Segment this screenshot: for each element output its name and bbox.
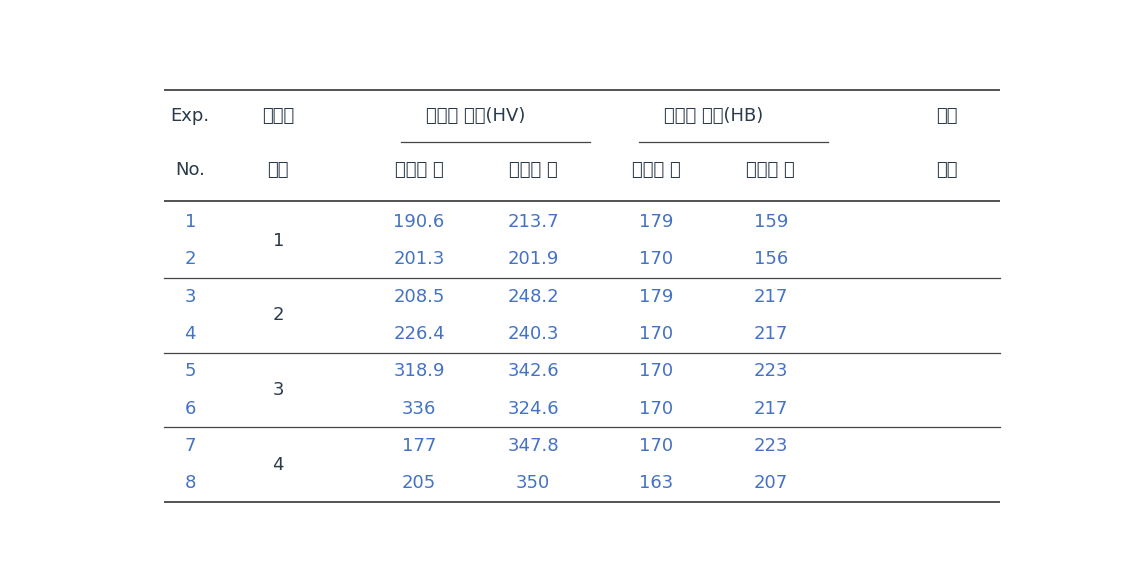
Text: 4: 4: [185, 325, 196, 343]
Text: 3: 3: [185, 288, 196, 306]
Text: 1: 1: [185, 213, 196, 231]
Text: 6: 6: [185, 400, 196, 417]
Text: 207: 207: [754, 474, 788, 492]
Text: 1: 1: [272, 232, 284, 250]
Text: 179: 179: [639, 213, 674, 231]
Text: 213.7: 213.7: [507, 213, 560, 231]
Text: 248.2: 248.2: [507, 288, 560, 306]
Text: 5: 5: [185, 362, 196, 380]
Text: Exp.: Exp.: [170, 107, 210, 125]
Text: 특성: 특성: [936, 107, 958, 125]
Text: 열처리: 열처리: [262, 107, 294, 125]
Text: 7: 7: [185, 437, 196, 455]
Text: 179: 179: [639, 288, 674, 306]
Text: 170: 170: [639, 362, 673, 380]
Text: 217: 217: [754, 288, 788, 306]
Text: 열처리 전: 열처리 전: [632, 161, 681, 179]
Text: 201.3: 201.3: [393, 250, 445, 268]
Text: 208.5: 208.5: [393, 288, 445, 306]
Text: 열처리 후: 열처리 후: [747, 161, 796, 179]
Text: 비교: 비교: [936, 161, 958, 179]
Text: 318.9: 318.9: [393, 362, 445, 380]
Text: 8: 8: [185, 474, 196, 492]
Text: 217: 217: [754, 325, 788, 343]
Text: 4: 4: [272, 456, 284, 474]
Text: 223: 223: [754, 437, 788, 455]
Text: 159: 159: [754, 213, 788, 231]
Text: 177: 177: [402, 437, 436, 455]
Text: 170: 170: [639, 437, 673, 455]
Text: 열처리 전: 열처리 전: [395, 161, 444, 179]
Text: 350: 350: [516, 474, 550, 492]
Text: 342.6: 342.6: [507, 362, 560, 380]
Text: 240.3: 240.3: [507, 325, 560, 343]
Text: 브리넬 경도(HB): 브리넬 경도(HB): [664, 107, 763, 125]
Text: 336: 336: [402, 400, 436, 417]
Text: 324.6: 324.6: [507, 400, 560, 417]
Text: 170: 170: [639, 250, 673, 268]
Text: 3: 3: [272, 381, 284, 399]
Text: 201.9: 201.9: [507, 250, 560, 268]
Text: 163: 163: [639, 474, 673, 492]
Text: 217: 217: [754, 400, 788, 417]
Text: 2: 2: [272, 306, 284, 324]
Text: 열처리 후: 열처리 후: [508, 161, 557, 179]
Text: 비커스 경도(HV): 비커스 경도(HV): [427, 107, 526, 125]
Text: 2: 2: [185, 250, 196, 268]
Text: No.: No.: [175, 161, 205, 179]
Text: 156: 156: [754, 250, 788, 268]
Text: 조건: 조건: [268, 161, 289, 179]
Text: 347.8: 347.8: [507, 437, 560, 455]
Text: 170: 170: [639, 400, 673, 417]
Text: 170: 170: [639, 325, 673, 343]
Text: 226.4: 226.4: [393, 325, 445, 343]
Text: 223: 223: [754, 362, 788, 380]
Text: 190.6: 190.6: [394, 213, 445, 231]
Text: 205: 205: [402, 474, 436, 492]
